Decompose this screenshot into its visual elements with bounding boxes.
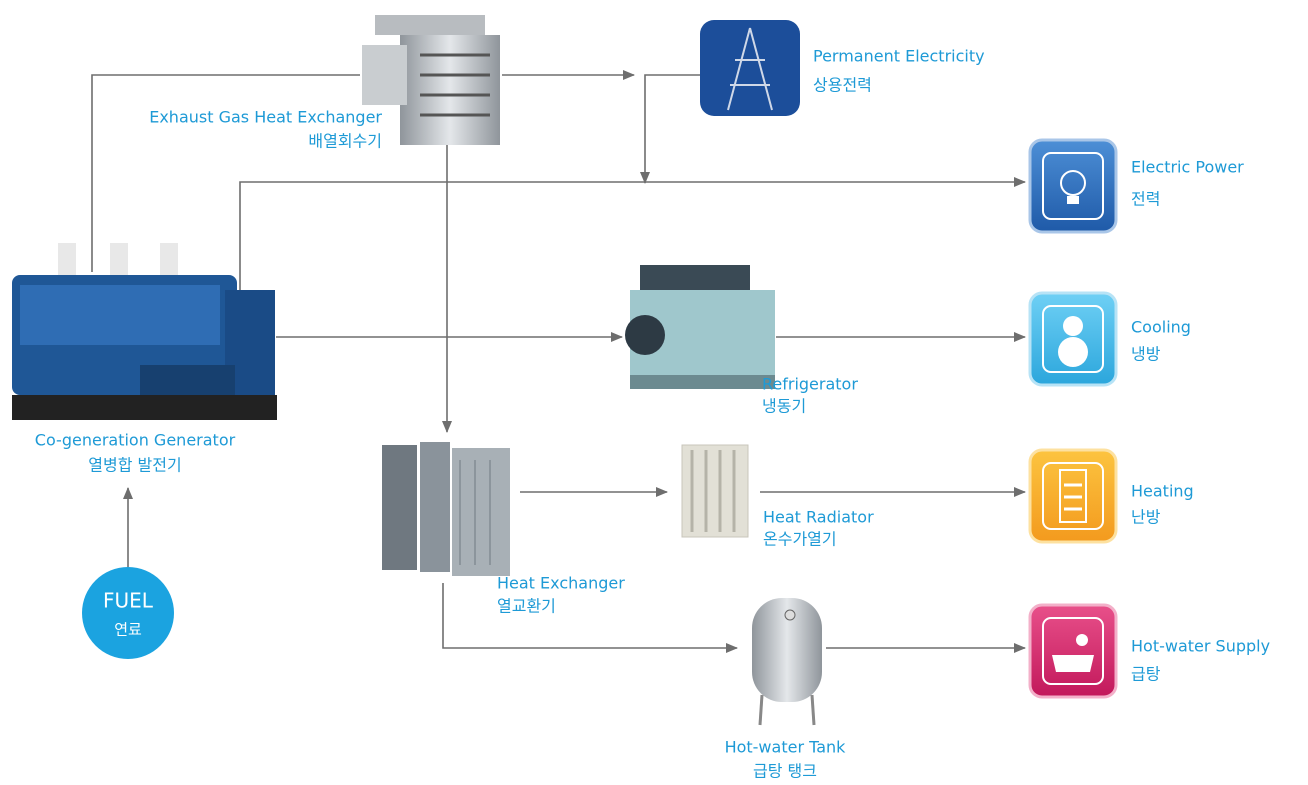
node-label-ko: 열교환기: [497, 597, 556, 616]
heating-icon: [1030, 450, 1116, 542]
node-label: Hot-water Supply: [1131, 637, 1270, 656]
cooling-icon: [1030, 293, 1116, 385]
node-label: Cooling: [1131, 318, 1191, 337]
node-label-ko: 상용전력: [813, 76, 872, 95]
node-label-ko: 급탕 탱크: [753, 762, 817, 781]
hot-water-tank-image: [752, 598, 822, 725]
node-label: Permanent Electricity: [813, 47, 985, 66]
page: {"nodes": [ {"label": "Co-generation Gen…: [0, 0, 1308, 785]
node-label-ko: 온수가열기: [763, 530, 837, 549]
flow-arrow: [240, 182, 1025, 292]
node-label-ko: 배열회수기: [308, 132, 382, 151]
node-label: Refrigerator: [762, 375, 858, 394]
exhaust-exchanger-image: [362, 15, 500, 145]
fuel-circle: [82, 567, 174, 659]
node-label: Co-generation Generator: [35, 431, 236, 450]
generator-image: [12, 243, 277, 420]
node-label-ko: 냉동기: [762, 397, 806, 416]
node-label: Heat Radiator: [763, 508, 874, 527]
heat-radiator-image: [682, 445, 748, 537]
node-label-ko: 연료: [114, 621, 142, 639]
refrigerator-image: [625, 265, 775, 389]
hot-water-supply-icon: [1030, 605, 1116, 697]
node-label: Heat Exchanger: [497, 574, 625, 593]
node-label: FUEL: [103, 589, 154, 613]
node-label-ko: 전력: [1131, 190, 1160, 209]
diagram: Co-generation Generator 열병합 발전기 FUEL 연료 …: [0, 0, 1308, 785]
flow-arrow: [443, 583, 737, 648]
node-label: Exhaust Gas Heat Exchanger: [149, 108, 382, 127]
flow-line: [92, 75, 360, 272]
node-label: Heating: [1131, 482, 1194, 501]
power-tower-image: [700, 20, 800, 116]
node-label-ko: 냉방: [1131, 345, 1161, 364]
heat-exchanger-image: [382, 442, 510, 576]
node-label-ko: 급탕: [1131, 665, 1161, 684]
flow-arrow: [645, 75, 700, 183]
node-label: Hot-water Tank: [725, 738, 847, 757]
node-label-ko: 열병합 발전기: [88, 456, 181, 475]
node-label-ko: 난방: [1131, 508, 1161, 527]
electric-power-icon: [1030, 140, 1116, 232]
node-label: Electric Power: [1131, 158, 1244, 177]
